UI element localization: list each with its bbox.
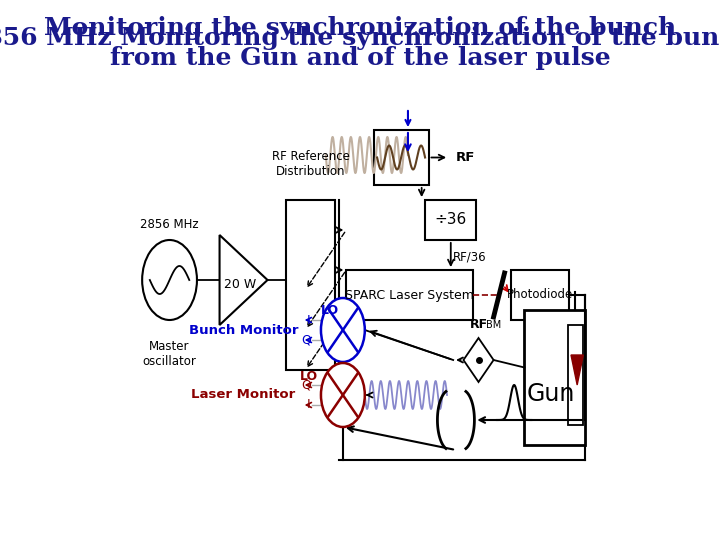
Bar [510,270,569,320]
Text: 20 W: 20 W [224,279,256,292]
Polygon shape [220,235,268,325]
Text: from the Gun and of the laser pulse: from the Gun and of the laser pulse [109,46,611,70]
Polygon shape [571,355,583,385]
Bar [524,310,585,445]
Text: RF: RF [456,151,475,164]
Bar [425,200,477,240]
Text: RF Reference
Distribution: RF Reference Distribution [271,150,350,178]
Text: Q: Q [301,379,310,392]
Circle shape [321,298,365,362]
Bar [286,200,336,370]
Text: Laser Monitor: Laser Monitor [192,388,296,402]
Text: 2856 MHz: 2856 MHz [140,219,199,232]
Bar [567,325,582,425]
Bar [346,270,473,320]
Text: LO: LO [300,370,318,383]
Text: 2856 MHz Monitoring the synchronization of the bunch: 2856 MHz Monitoring the synchronization … [0,26,720,50]
Circle shape [142,240,197,320]
Text: I: I [307,399,310,411]
Bar [374,130,428,185]
Text: Bunch Monitor: Bunch Monitor [189,323,298,336]
Polygon shape [464,338,494,382]
Text: Monitoring the synchronization of the bunch: Monitoring the synchronization of the bu… [44,16,676,40]
Circle shape [321,363,365,427]
Text: I: I [307,314,310,327]
Text: Photodiode: Photodiode [507,288,573,301]
Text: RF: RF [469,319,487,332]
Text: LO: LO [321,303,339,316]
Text: Master
oscillator: Master oscillator [143,340,197,368]
Text: SPARC Laser System: SPARC Laser System [345,288,474,301]
Text: ÷36: ÷36 [435,213,467,227]
Text: RF/36: RF/36 [453,250,487,263]
Text: Gun: Gun [527,382,575,406]
Text: BM: BM [486,320,501,330]
Text: Q: Q [301,334,310,347]
